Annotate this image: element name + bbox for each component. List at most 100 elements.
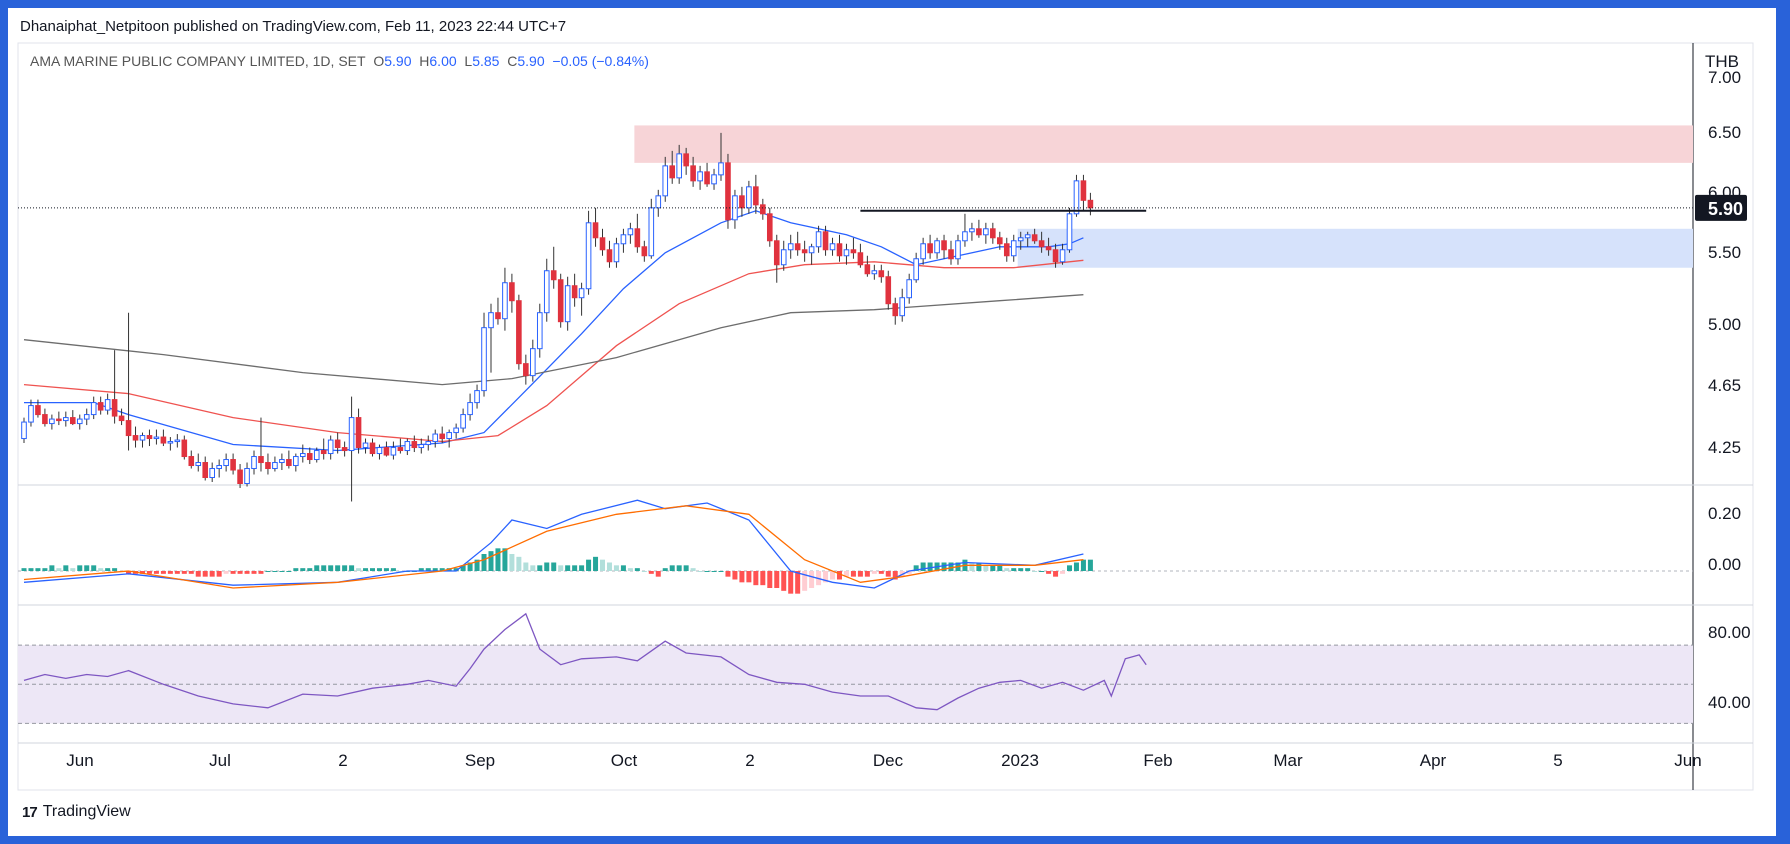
symbol-legend: AMA MARINE PUBLIC COMPANY LIMITED, 1D, S… [30,53,649,69]
candle-body [536,312,543,350]
time-tick-label: 2 [745,751,754,770]
macd-histogram-bar [864,571,870,577]
candle-body [306,453,313,461]
candle-body [962,231,968,242]
candle-body [934,240,940,254]
candle [787,234,794,259]
candle-body [899,297,906,317]
candle-body [969,228,975,233]
time-tick-label: 2023 [1001,751,1039,770]
macd-histogram-bar [913,565,919,571]
candle [955,234,961,265]
macd-histogram-bar [425,568,431,571]
candle [976,219,982,238]
macd-histogram-bar [990,565,996,571]
candle [934,237,940,259]
candle [606,240,613,268]
candle-body [718,162,724,176]
candle [983,222,989,244]
candle [411,435,418,453]
macd-histogram-bar [537,565,543,571]
candle [892,297,899,325]
macd-tick-label: 0.20 [1708,504,1741,523]
macd-histogram-bar [565,565,571,571]
chart-frame: 7.00 6.50 6.00 5.50 5.00 4.65 4.25 5.90 0.20 0.00… [8,8,1776,836]
macd-histogram-bar [251,571,257,574]
macd-histogram-bar [620,565,626,571]
candle [49,414,55,430]
macd-histogram-bar [1060,571,1066,574]
macd-histogram-bar [139,571,145,574]
candle [871,264,878,280]
candle-body [843,249,850,257]
candle [843,243,850,265]
candle-body [641,246,648,257]
macd-histogram-bar [878,571,884,574]
candle-body [913,258,919,281]
candle-body [530,348,536,377]
candle-body [808,246,815,254]
macd-histogram-bar [244,571,250,574]
macd-histogram-bar [948,562,954,571]
candle [279,453,285,471]
candle [125,312,132,451]
macd-histogram-bar [857,571,863,577]
last-price-badge [1695,194,1747,221]
candle-body [481,327,487,392]
candle [174,434,181,448]
candle-body [244,468,250,485]
candle-body [56,418,62,422]
macd-histogram-bar [216,571,222,577]
candle-body [390,447,397,456]
candle-body [920,243,926,260]
time-tick-label: Apr [1420,751,1447,770]
macd-histogram-bar [920,562,926,571]
candle-body [139,435,146,441]
macd-histogram-bar [300,568,306,571]
candle-body [300,453,306,458]
price-tick-label: 5.00 [1708,315,1741,334]
candle [397,438,404,454]
candle [111,350,118,424]
macd-histogram-bar [209,571,215,577]
candle [516,294,522,370]
candle [28,399,34,427]
last-price-label: 5.90 [1708,199,1743,219]
macd-histogram-bar [1025,568,1031,571]
candle [369,438,376,457]
macd-histogram-bar [906,571,912,574]
candle [801,240,808,262]
candle-body [272,462,278,470]
candle [362,438,369,454]
candle [1003,237,1010,262]
macd-histogram-bar [606,562,612,571]
macd-histogram-bar [376,568,382,571]
macd-histogram-bar [314,565,320,571]
candle [418,438,425,454]
candle [773,234,780,283]
macd-histogram-bar [572,565,578,571]
chart-canvas[interactable]: 7.00 6.50 6.00 5.50 5.00 4.65 4.25 5.90 0.20 0.00… [8,8,1776,836]
candle-body [460,414,466,429]
candle-body [739,195,745,209]
candle-body [132,435,139,441]
candle [481,312,487,397]
macd-histogram-bar [676,565,682,571]
macd-histogram-bar [551,562,557,571]
tradingview-brand[interactable]: 17 TradingView [22,803,131,821]
macd-histogram-bar [544,562,550,571]
macd-histogram-bar [613,565,619,571]
macd-histogram-bar [697,571,703,572]
symbol-name: AMA MARINE PUBLIC COMPANY LIMITED, 1D, S… [30,53,366,69]
candle-body [794,243,801,251]
candle-body [90,402,97,416]
candle-body [564,285,571,323]
candle-body [857,252,864,266]
macd-histogram-bar [600,559,606,571]
macd-histogram-bar [1067,565,1072,571]
signal-line [23,505,1084,589]
candle [1066,207,1073,253]
candle-body [202,462,209,479]
candle-body [662,165,669,197]
candle-body [251,456,257,470]
